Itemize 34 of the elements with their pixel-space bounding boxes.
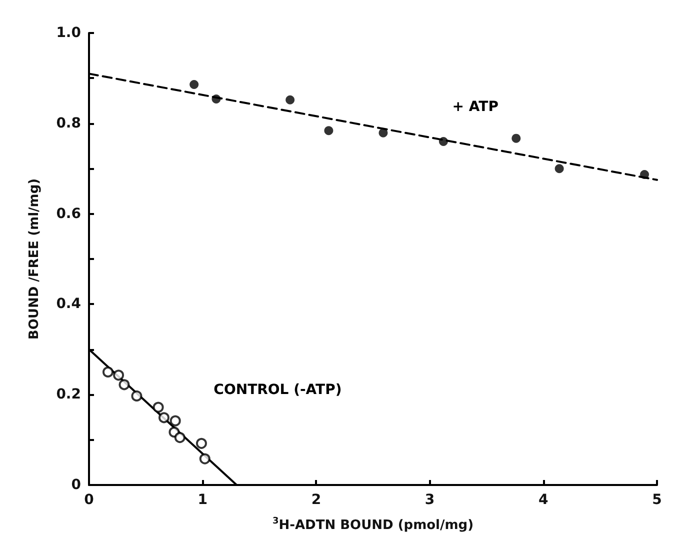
y-tick-label: 0.6 [56, 206, 81, 222]
x-tick-label: 1 [198, 492, 208, 508]
x-tick-label: 0 [84, 492, 94, 508]
point [324, 126, 334, 136]
point [212, 94, 221, 104]
y-tick-label: 0.2 [56, 386, 81, 403]
point [286, 95, 295, 104]
y-tick-label: 0.4 [56, 296, 82, 312]
x-tick-label: 4 [538, 492, 549, 508]
y-tick-label: 0.8 [56, 115, 81, 132]
point [113, 370, 124, 381]
y-tick-label: 1.0 [56, 25, 82, 41]
point [554, 164, 564, 174]
series-label: + ATP [452, 98, 498, 115]
point [512, 134, 521, 143]
point [170, 415, 181, 426]
x-tick-label: 3 [424, 492, 435, 508]
point [190, 80, 199, 90]
point [131, 390, 142, 402]
point [196, 438, 207, 449]
x-tick-label: 2 [311, 492, 322, 508]
point [102, 366, 114, 378]
point [152, 402, 164, 413]
point [640, 170, 650, 179]
x-tick-label: 5 [652, 492, 662, 508]
point [199, 453, 210, 464]
point [378, 128, 388, 138]
point [118, 379, 130, 390]
y-tick-label: 0 [71, 477, 82, 493]
point [438, 136, 448, 146]
y-axis-title: BOUND /FREE (ml/mg) [27, 178, 42, 340]
point [158, 412, 170, 424]
point [174, 432, 186, 444]
text: CONTROL (-ATP) [214, 382, 342, 398]
